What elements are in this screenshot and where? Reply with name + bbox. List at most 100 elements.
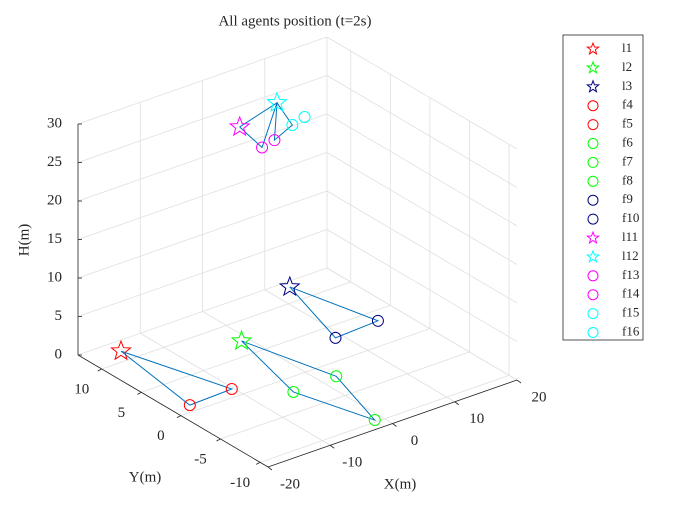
x-tick-label: 0 <box>411 433 419 449</box>
grid-line <box>77 36 328 125</box>
circle-marker <box>329 331 342 344</box>
grid-line <box>326 267 518 381</box>
x-tick-label: -10 <box>342 455 362 471</box>
circle-marker <box>587 213 599 225</box>
circle-marker <box>587 327 599 338</box>
x-tick <box>267 466 273 471</box>
z-tick-label: 20 <box>47 192 62 208</box>
circle-marker <box>286 118 299 131</box>
grid-line <box>264 289 455 403</box>
circle-marker <box>587 156 599 168</box>
x-tick-label: -20 <box>280 476 300 492</box>
star-marker <box>230 329 253 351</box>
circle-marker <box>225 382 238 395</box>
z-tick-label: 10 <box>47 269 62 285</box>
legend-label: f6 <box>622 134 633 149</box>
legend-label: l1 <box>622 40 632 55</box>
star-marker <box>278 275 301 297</box>
z-axis-label: H(m) <box>16 224 32 257</box>
grid-line <box>326 36 518 150</box>
grid-line <box>180 328 431 417</box>
legend-label: f10 <box>622 210 639 225</box>
legend-label: l11 <box>622 229 638 244</box>
grid-line <box>326 190 518 304</box>
link-line <box>273 102 293 142</box>
circle-marker <box>287 385 300 398</box>
circle-marker <box>587 308 599 320</box>
circle-marker <box>587 100 599 112</box>
circle-marker <box>368 414 381 427</box>
grid-line <box>326 152 518 265</box>
x-tick <box>392 423 397 427</box>
circle-marker <box>587 270 599 282</box>
star-marker <box>585 230 601 245</box>
link-line <box>241 340 377 422</box>
link-line <box>120 350 234 406</box>
grid-line <box>326 229 518 342</box>
link-line <box>289 286 380 339</box>
legend-label: f13 <box>622 267 639 282</box>
y-axis-label: Y(m) <box>129 469 162 485</box>
y-tick-label: -5 <box>194 451 207 467</box>
legend-label: f7 <box>622 153 633 168</box>
y-tick-label: 0 <box>157 428 165 444</box>
grid-line <box>326 75 518 188</box>
y-tick <box>176 415 182 419</box>
legend-label: f14 <box>622 286 640 301</box>
circle-marker <box>268 134 281 147</box>
plot-area <box>110 91 384 427</box>
z-tick-label: 15 <box>47 231 62 247</box>
circle-marker <box>330 370 343 383</box>
x-tick <box>516 379 522 384</box>
legend-label: f15 <box>622 305 639 320</box>
circle-marker <box>587 175 599 187</box>
legend-label: f16 <box>622 323 640 338</box>
x-tick-label: 10 <box>469 411 484 427</box>
y-tick-label: 10 <box>74 381 89 397</box>
x-tick-label: 20 <box>532 389 547 405</box>
legend: l1 l2 l3 f4 f5 f6 f7 f8 f9 f10 l11 l12 f13 f14 f15 f16 <box>562 34 644 341</box>
z-tick-label: 0 <box>55 346 63 362</box>
grid-line <box>77 152 328 240</box>
y-tick <box>137 391 142 395</box>
x-axis-label: X(m) <box>384 476 417 492</box>
grid-line <box>77 267 328 356</box>
grid-line <box>140 332 331 446</box>
circle-marker <box>587 138 599 149</box>
legend-label: f9 <box>622 191 633 206</box>
grid-line <box>101 281 351 370</box>
y-tick-label: 5 <box>118 405 126 421</box>
grid: -20 -10 0 10 20 -10 -5 0 5 10 0 5 10 15 20 25 30 <box>47 36 547 492</box>
legend-label: l2 <box>622 59 632 74</box>
z-tick-label: 5 <box>55 308 63 324</box>
circle-marker <box>587 289 599 301</box>
legend-label: f8 <box>622 172 633 187</box>
circle-marker <box>587 119 599 131</box>
legend-label: f5 <box>622 116 633 131</box>
y-tick-label: -10 <box>230 475 250 491</box>
grid-line <box>77 190 328 279</box>
circle-marker <box>371 314 384 327</box>
legend-box <box>562 34 644 341</box>
z-tick-label: 30 <box>47 115 62 131</box>
grid-line <box>77 113 328 202</box>
grid-line <box>326 113 518 227</box>
z-tick-label: 25 <box>47 154 62 170</box>
link-line <box>239 101 278 149</box>
grid-line <box>141 304 391 393</box>
y-axis-line <box>77 354 269 468</box>
circle-marker <box>298 111 311 123</box>
star-marker <box>228 115 251 137</box>
circle-marker <box>183 399 196 412</box>
star-marker <box>585 60 601 74</box>
y-tick <box>216 438 221 442</box>
star-marker <box>585 79 601 93</box>
star-marker <box>585 41 601 56</box>
x-tick <box>454 401 459 406</box>
grid-line <box>77 229 328 317</box>
grid-line <box>77 75 328 163</box>
legend-label: f4 <box>622 97 633 112</box>
star-marker <box>266 91 288 113</box>
grid-line <box>202 311 393 424</box>
